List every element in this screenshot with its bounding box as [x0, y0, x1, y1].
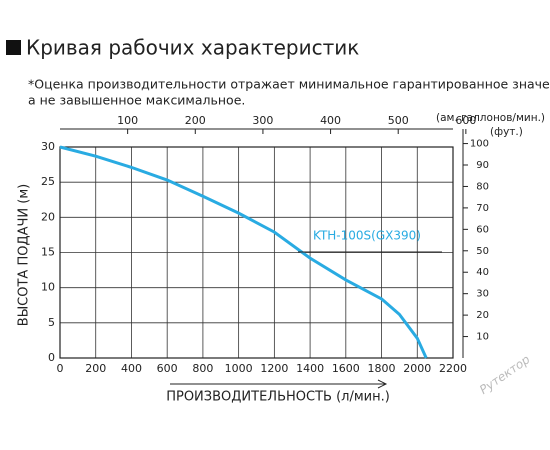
- x2-tick-label: 500: [388, 114, 409, 127]
- title-bullet: [6, 40, 21, 55]
- plot-frame: [59, 146, 454, 359]
- x2-tick-label: 200: [185, 114, 206, 127]
- curve: [59, 145, 428, 359]
- x-axis-arrow: [170, 379, 388, 389]
- y-tick-label: 20: [41, 210, 55, 223]
- x-tick-label: 2000: [403, 362, 431, 375]
- y2-tick-label: 20: [476, 310, 489, 321]
- y2-tick-label: 60: [476, 224, 489, 235]
- x-tick-label: 800: [192, 362, 213, 375]
- y-tick-label: 10: [41, 281, 55, 294]
- x-tick-label: 1800: [368, 362, 396, 375]
- y2-tick-label: 30: [476, 289, 489, 300]
- x-tick-label: 600: [157, 362, 178, 375]
- y-tick-label: 30: [41, 140, 55, 153]
- x2-tick-label: 600: [455, 114, 476, 127]
- x-axis-title: ПРОИЗВОДИТЕЛЬНОСТЬ (л/мин.): [166, 390, 390, 405]
- y2-tick-label: 70: [476, 203, 489, 214]
- x-tick-label: 0: [57, 362, 64, 375]
- y-tick-label: 15: [41, 246, 55, 259]
- y2-tick-label: 100: [470, 139, 489, 150]
- x2-tick-label: 300: [252, 114, 273, 127]
- y2-axis-title: (фут.): [490, 126, 523, 138]
- x-tick-label: 200: [85, 362, 106, 375]
- legend-label: KTH-100S(GX390): [313, 229, 421, 243]
- watermark: Рутектор: [477, 352, 533, 397]
- x2-axis-title: (ам. галлонов/мин.): [436, 112, 545, 124]
- y2-tick-label: 90: [476, 160, 489, 171]
- x2-tick-label: 400: [320, 114, 341, 127]
- x-tick-label: 1400: [296, 362, 324, 375]
- y-tick-label: 0: [48, 351, 55, 364]
- x2-tick-label: 100: [117, 114, 138, 127]
- note-line: а не завышенное максимальное.: [28, 93, 245, 108]
- y-axis-title: ВЫСОТА ПОДАЧИ (м): [17, 184, 32, 326]
- y-tick-label: 25: [41, 175, 55, 188]
- y2-tick-label: 50: [476, 246, 489, 257]
- y-tick-label: 5: [48, 316, 55, 329]
- x-tick-label: 1000: [225, 362, 253, 375]
- x-tick-label: 1200: [260, 362, 288, 375]
- chart-title: Кривая рабочих характеристик: [26, 36, 359, 60]
- y2-tick-label: 40: [476, 267, 489, 278]
- x-tick-label: 1600: [332, 362, 360, 375]
- y2-tick-label: 80: [476, 181, 489, 192]
- note-line: *Оценка производительности отражает мини…: [28, 77, 550, 92]
- x-tick-label: 2200: [439, 362, 467, 375]
- x-tick-label: 400: [121, 362, 142, 375]
- y2-tick-label: 10: [476, 332, 489, 343]
